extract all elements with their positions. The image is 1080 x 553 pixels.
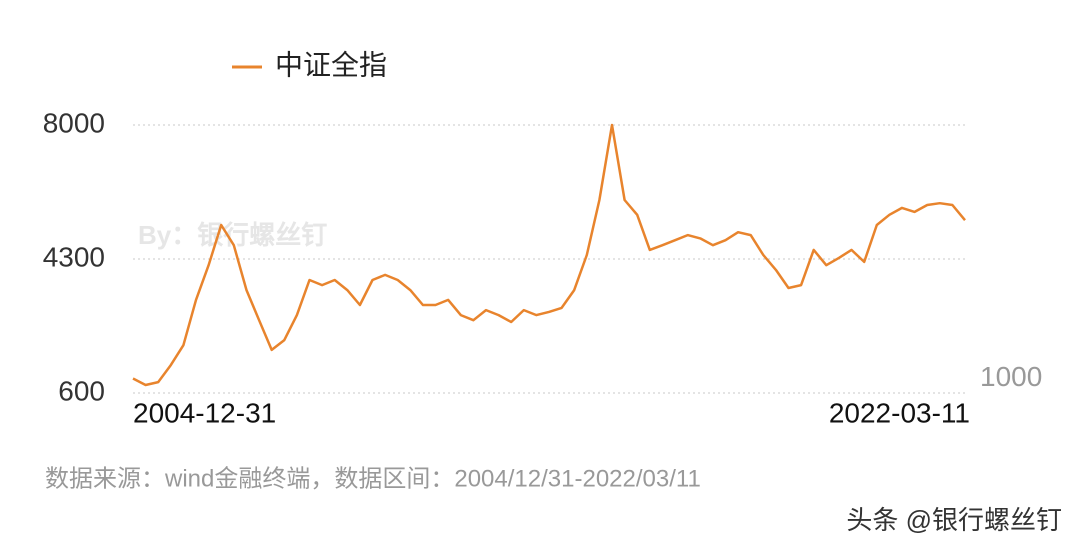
series-line [132,123,966,387]
source-note: 数据来源：wind金融终端，数据区间：2004/12/31-2022/03/11 [45,465,701,492]
footer: 头条 @银行螺丝钉 [846,505,1062,535]
y-tick-label: 600 [58,375,105,406]
y2-tick-label: 1000 [980,361,1042,392]
y-tick-label: 4300 [43,241,105,272]
y-tick-label: 8000 [43,107,105,138]
x-tick-label: 2022-03-11 [829,397,970,428]
legend-label: 中证全指 [275,49,387,80]
x-tick-label: 2004-12-31 [133,397,276,428]
